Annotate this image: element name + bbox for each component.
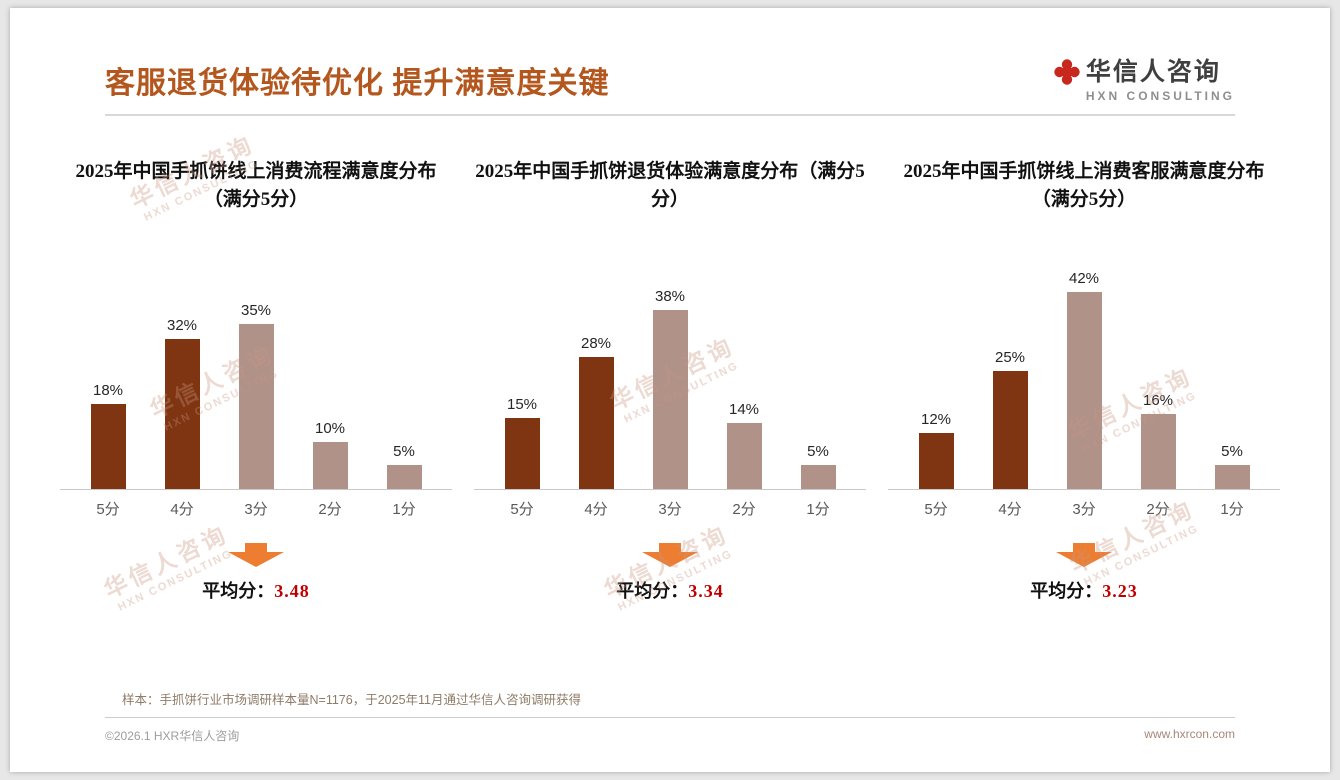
header: 客服退货体验待优化 提升满意度关键 — [105, 8, 1235, 116]
bar-group: 25% — [973, 349, 1047, 489]
bar-value-label: 5% — [1221, 443, 1243, 460]
x-axis-label: 1分 — [806, 501, 830, 518]
chart-online-process-satisfaction: 2025年中国手抓饼线上消费流程满意度分布（满分5分） 18% 32% 35% 10%… — [60, 158, 452, 603]
x-axis-label: 2分 — [318, 501, 342, 518]
x-axis-label: 2分 — [732, 501, 756, 518]
bar — [504, 418, 540, 489]
website-url: www.hxrcon.com — [1144, 727, 1235, 741]
x-axis-label: 3分 — [1072, 501, 1096, 518]
average-label: 平均分： — [616, 581, 689, 601]
copyright-text: ©2026.1 HXR华信人咨询 — [105, 729, 240, 743]
x-axis-label: 5分 — [924, 501, 948, 518]
x-axis-label: 3分 — [244, 501, 268, 518]
bar — [90, 404, 126, 489]
bar — [164, 339, 200, 489]
bar-group: 5% — [1195, 443, 1269, 489]
bar-value-label: 42% — [1068, 270, 1100, 287]
bar-value-label: 5% — [807, 443, 829, 460]
bar-value-label: 16% — [1142, 392, 1174, 409]
bar-value-label: 15% — [506, 396, 538, 413]
x-axis-label: 3分 — [658, 501, 682, 518]
bar — [918, 433, 954, 489]
x-axis: 5分 4分 3分 2分 1分 — [60, 498, 452, 519]
bar-value-label: 14% — [728, 401, 760, 418]
bar-value-label: 32% — [166, 317, 198, 334]
bar-group: 18% — [71, 382, 145, 489]
logo-subtitle: HXN CONSULTING — [1085, 89, 1235, 103]
bar-group: 35% — [219, 302, 293, 489]
bar — [1214, 465, 1250, 489]
x-axis-label: 4分 — [170, 501, 194, 518]
bar — [726, 423, 762, 489]
x-axis: 5分 4分 3分 2分 1分 — [474, 498, 866, 519]
bar-value-label: 12% — [920, 411, 952, 428]
bar-group: 5% — [367, 443, 441, 489]
average-score: 平均分：3.34 — [474, 577, 866, 603]
bar-group: 12% — [899, 411, 973, 489]
logo-name: 华信人咨询 — [1085, 57, 1221, 86]
chart-plot: 15% 28% 38% 14% 5% — [474, 254, 866, 490]
bar-group: 15% — [485, 396, 559, 489]
average-label: 平均分： — [202, 581, 275, 601]
bar-group: 16% — [1121, 392, 1195, 489]
slide: 华信人咨询 HXN CONSULTING 华信人咨询 HXN CONSULTIN… — [10, 8, 1330, 772]
bar-value-label: 35% — [240, 302, 272, 319]
average-value: 3.23 — [1102, 581, 1138, 601]
x-axis-label: 4分 — [998, 501, 1022, 518]
sample-footnote: 样本：手抓饼行业市场调研样本量N=1176，于2025年11月通过华信人咨询调研… — [122, 693, 581, 707]
chart-customer-service-satisfaction: 2025年中国手抓饼线上消费客服满意度分布（满分5分） 12% 25% 42% 16%… — [888, 158, 1280, 603]
x-axis-label: 5分 — [510, 501, 534, 518]
bar — [1066, 292, 1102, 489]
bar-group: 38% — [633, 288, 707, 489]
chart-title: 2025年中国手抓饼线上消费流程满意度分布（满分5分） — [75, 161, 437, 210]
chart-plot: 18% 32% 35% 10% 5% — [60, 254, 452, 490]
bar — [800, 465, 836, 489]
average-label: 平均分： — [1030, 581, 1103, 601]
bar-group: 10% — [293, 420, 367, 489]
bar-value-label: 28% — [580, 335, 612, 352]
x-axis-label: 4分 — [584, 501, 608, 518]
bar-group: 32% — [145, 317, 219, 489]
slide-footer: ©2026.1 HXR华信人咨询 www.hxrcon.com — [105, 717, 1235, 744]
bar-value-label: 5% — [393, 443, 415, 460]
chart-title: 2025年中国手抓饼退货体验满意度分布（满分5分） — [475, 161, 865, 210]
bar-group: 42% — [1047, 270, 1121, 489]
x-axis-label: 2分 — [1146, 501, 1170, 518]
x-axis: 5分 4分 3分 2分 1分 — [888, 498, 1280, 519]
average-value: 3.48 — [274, 581, 310, 601]
logo: 华信人咨询 HXN CONSULTING — [1054, 59, 1235, 102]
x-axis-label: 1分 — [1220, 501, 1244, 518]
bar-value-label: 10% — [314, 420, 346, 437]
bar-value-label: 38% — [654, 288, 686, 305]
bar — [652, 310, 688, 489]
charts-row: 2025年中国手抓饼线上消费流程满意度分布（满分5分） 18% 32% 35% 10%… — [10, 158, 1330, 603]
logo-row: 华信人咨询 — [1054, 59, 1221, 85]
bar — [578, 357, 614, 489]
average-score: 平均分：3.23 — [888, 577, 1280, 603]
bar-group: 14% — [707, 401, 781, 489]
logo-flower-icon — [1054, 59, 1080, 85]
bar — [386, 465, 422, 489]
average-value: 3.34 — [688, 581, 724, 601]
bar-group: 28% — [559, 335, 633, 489]
page-title: 客服退货体验待优化 提升满意度关键 — [105, 67, 610, 100]
down-arrow-icon — [474, 543, 866, 567]
x-axis-label: 5分 — [96, 501, 120, 518]
down-arrow-icon — [888, 543, 1280, 567]
x-axis-label: 1分 — [392, 501, 416, 518]
chart-title: 2025年中国手抓饼线上消费客服满意度分布（满分5分） — [903, 161, 1265, 210]
down-arrow-icon — [60, 543, 452, 567]
bar-value-label: 18% — [92, 382, 124, 399]
bar — [312, 442, 348, 489]
average-score: 平均分：3.48 — [60, 577, 452, 603]
bar — [992, 371, 1028, 489]
bar — [238, 324, 274, 489]
bar — [1140, 414, 1176, 489]
bar-group: 5% — [781, 443, 855, 489]
chart-plot: 12% 25% 42% 16% 5% — [888, 254, 1280, 490]
bar-value-label: 25% — [994, 349, 1026, 366]
chart-return-experience-satisfaction: 2025年中国手抓饼退货体验满意度分布（满分5分） 15% 28% 38% 14% 5%… — [474, 158, 866, 603]
